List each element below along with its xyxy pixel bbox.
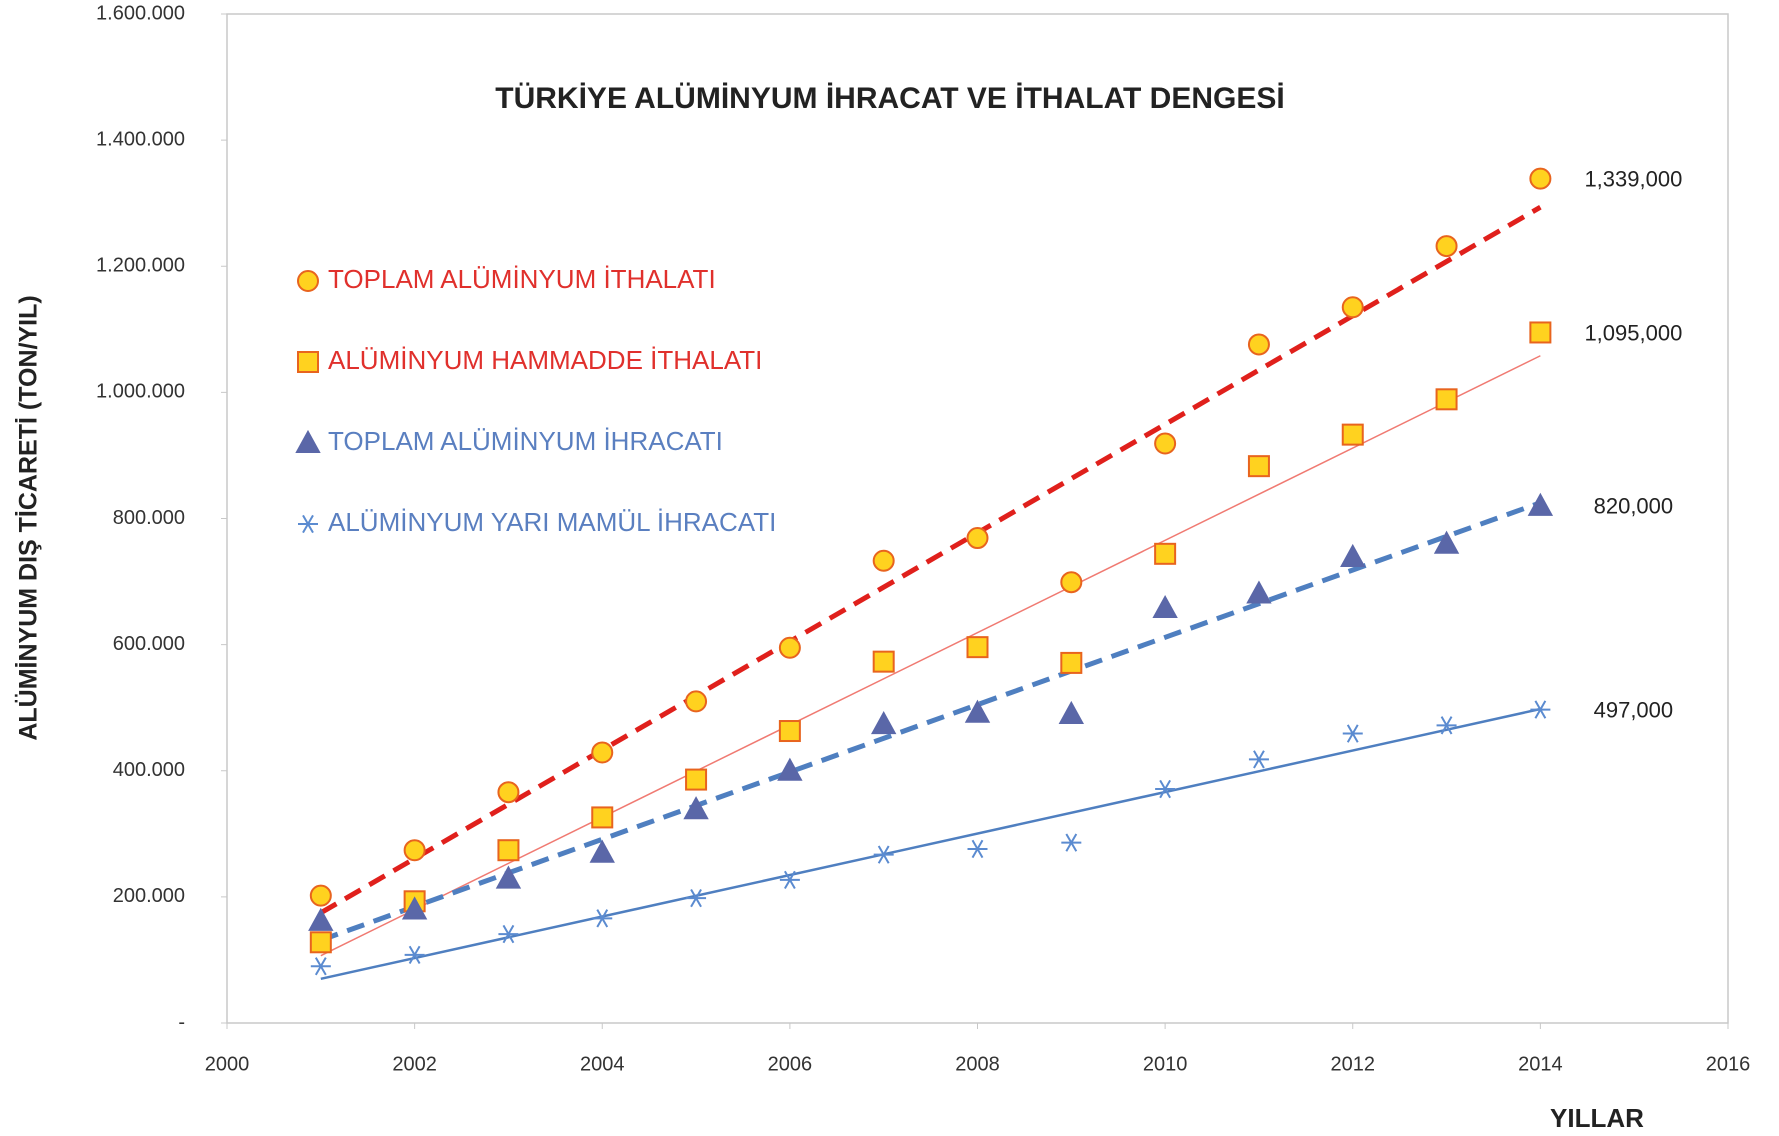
marker [404,945,425,965]
marker [1247,455,1270,478]
marker [870,711,897,735]
marker [297,270,319,292]
marker [777,757,803,781]
marker [498,924,519,944]
y-tick-label: 1.200.000 [96,255,185,277]
marker [1529,167,1552,190]
data-label: 1,339,000 [1584,166,1682,191]
marker [872,549,895,572]
trend-line [320,707,1541,981]
marker [591,806,614,829]
data-label: 820,000 [1594,494,1674,519]
y-tick-label: - [178,1011,185,1033]
marker [964,699,991,723]
marker [1529,321,1552,344]
marker [495,865,522,889]
marker [872,650,895,673]
marker [966,636,989,659]
marker [1435,235,1458,258]
trend-line [320,355,1541,957]
x-tick-label: 2012 [1331,1053,1376,1075]
marker [1058,700,1085,724]
marker [1527,492,1554,516]
marker [1060,571,1083,594]
marker [685,768,708,791]
marker [873,845,894,864]
marker [779,870,800,890]
marker [592,909,613,928]
marker [1248,750,1269,769]
marker [686,888,707,908]
marker [1530,700,1551,719]
marker [1341,423,1364,446]
x-tick-label: 2002 [392,1053,437,1075]
marker [297,351,319,373]
marker [308,907,334,931]
marker [1154,542,1177,565]
marker [1061,833,1082,852]
y-tick-label: 600.000 [113,633,185,655]
marker [1247,333,1270,356]
legend-label: TOPLAM ALÜMİNYUM İTHALATI [328,264,716,294]
marker [497,781,520,804]
marker [1340,543,1366,567]
chart-title: TÜRKİYE ALÜMİNYUM İHRACAT VE İTHALAT DEN… [495,82,1284,115]
marker [1341,296,1364,319]
y-tick-label: 1.400.000 [96,128,185,150]
marker [298,514,318,534]
y-tick-label: 800.000 [113,507,185,529]
marker [1155,779,1176,799]
y-tick-label: 200.000 [113,885,185,907]
marker [778,636,801,659]
y-tick-label: 1.000.000 [96,381,185,403]
marker [778,720,801,743]
trend-line [319,205,1542,916]
x-tick-label: 2014 [1518,1053,1563,1075]
marker [309,884,332,907]
marker [309,931,332,954]
x-tick-label: 2004 [580,1053,625,1075]
marker [1246,580,1272,604]
marker [1433,530,1460,554]
data-label: 1,095,000 [1584,320,1682,345]
marker [401,896,428,920]
legend-label: TOPLAM ALÜMİNYUM İHRACATI [328,426,723,456]
y-tick-label: 400.000 [113,759,185,781]
marker [967,839,988,859]
x-tick-label: 2008 [955,1053,1000,1075]
marker [403,839,426,862]
legend-label: ALÜMİNYUM YARI MAMÜL İHRACATI [328,507,776,537]
marker [1435,388,1458,411]
trend-line [319,500,1542,943]
data-label: 497,000 [1594,697,1674,722]
marker [1436,716,1457,735]
marker [295,429,321,453]
x-tick-label: 2016 [1706,1053,1751,1075]
marker [966,527,989,550]
marker [1342,724,1363,743]
marker [1154,432,1177,455]
marker [591,741,614,764]
marker [497,839,520,862]
x-axis-label: YILLAR [1550,1103,1644,1133]
marker [310,957,331,976]
y-tick-label: 1.600.000 [96,2,185,24]
marker [683,796,709,820]
legend-label: ALÜMİNYUM HAMMADDE İTHALATI [328,345,762,375]
x-tick-label: 2000 [205,1053,250,1075]
marker [1152,594,1178,619]
x-tick-label: 2006 [768,1053,813,1075]
y-axis-label: ALÜMİNYUM DIŞ TİCARETİ (TON/YIL) [14,295,43,740]
marker [589,839,615,863]
x-tick-label: 2010 [1143,1053,1188,1075]
marker [685,690,708,713]
marker [1060,651,1083,674]
